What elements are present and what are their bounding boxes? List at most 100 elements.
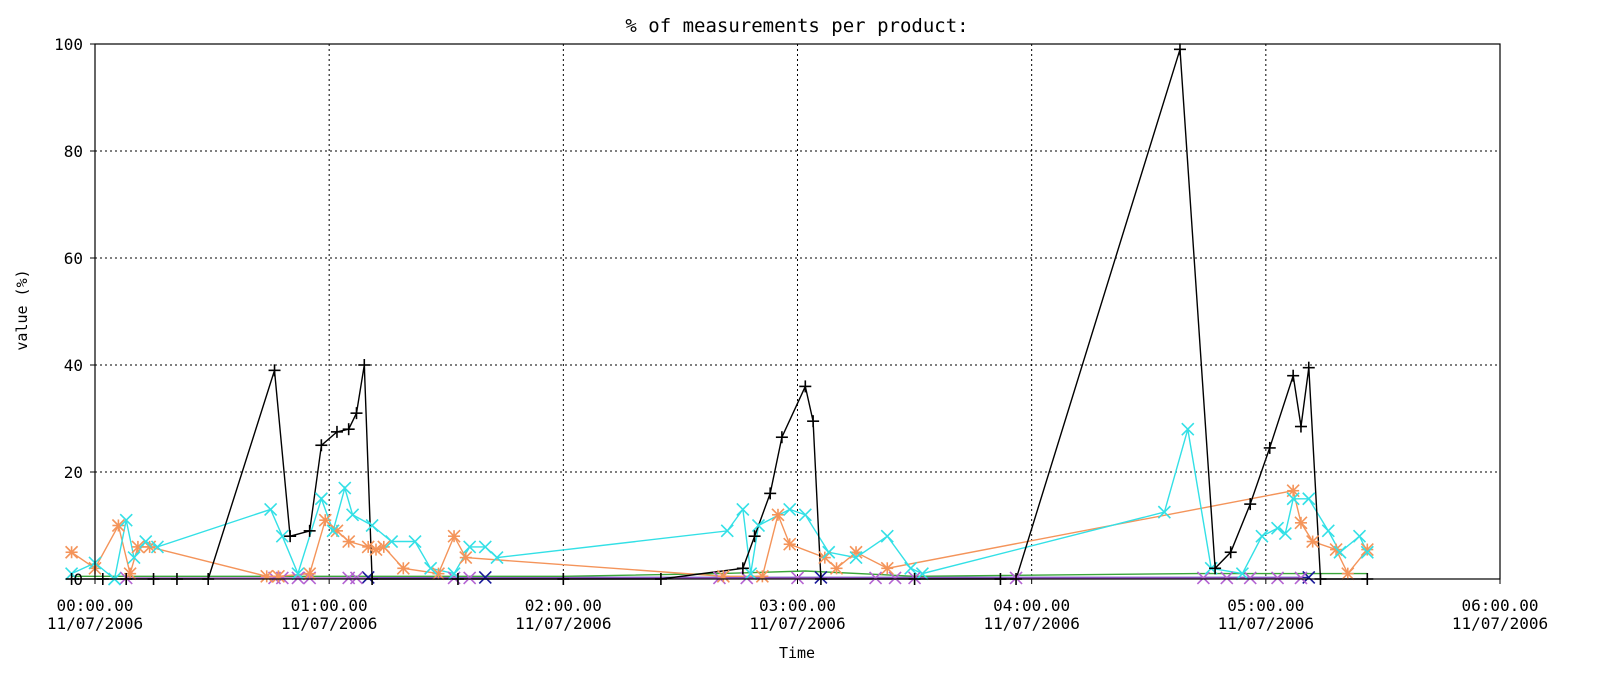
data-point <box>424 561 438 575</box>
data-point <box>275 529 289 543</box>
data-point <box>1341 567 1355 581</box>
data-point <box>736 502 750 517</box>
data-point <box>1270 521 1285 535</box>
data-point <box>131 540 145 554</box>
data-point <box>1287 369 1300 382</box>
y-tick-label: 60 <box>64 249 83 268</box>
x-tick-label-date: 11/07/2006 <box>47 614 143 633</box>
data-point <box>764 487 777 500</box>
data-point <box>65 545 79 559</box>
data-point <box>744 567 758 581</box>
data-point <box>314 492 328 506</box>
data-point <box>822 545 836 559</box>
data-point <box>447 529 461 543</box>
x-tick-label-time: 03:00.00 <box>759 596 836 615</box>
data-point <box>751 518 766 533</box>
data-point <box>1235 567 1249 581</box>
data-point <box>1243 571 1257 585</box>
data-point <box>1321 524 1335 538</box>
data-point <box>119 513 133 527</box>
data-point <box>271 569 285 583</box>
x-axis-label: Time <box>779 644 815 662</box>
data-point <box>478 570 492 584</box>
data-point <box>1286 492 1300 506</box>
data-point <box>342 423 355 436</box>
data-point <box>790 571 805 585</box>
data-point <box>1157 505 1171 519</box>
x-tick-label-time: 05:00.00 <box>1227 596 1304 615</box>
data-point <box>350 407 363 420</box>
gridlines <box>95 44 1500 579</box>
data-point <box>150 540 165 554</box>
data-point <box>799 380 812 393</box>
x-tick-label-time: 06:00.00 <box>1461 596 1538 615</box>
data-point <box>346 508 360 522</box>
data-point <box>904 561 918 575</box>
data-point <box>807 415 820 428</box>
data-point <box>1255 529 1269 543</box>
data-point <box>431 567 446 581</box>
data-point <box>1196 571 1210 585</box>
data-point <box>264 502 278 517</box>
y-tick-label: 20 <box>64 463 83 482</box>
data-point <box>720 524 734 538</box>
data-point <box>818 551 832 565</box>
data-point <box>291 567 305 581</box>
data-point <box>326 524 340 538</box>
data-point <box>849 551 863 565</box>
data-point <box>490 551 504 565</box>
x-tick-label-date: 11/07/2006 <box>1452 614 1548 633</box>
data-point <box>318 513 332 527</box>
data-point <box>408 534 422 549</box>
x-tick-label-date: 11/07/2006 <box>749 614 845 633</box>
data-point <box>385 534 399 549</box>
series-markers <box>65 43 1374 586</box>
data-point <box>829 561 844 575</box>
data-point <box>1278 526 1292 541</box>
chart-title: % of measurements per product: <box>625 15 968 37</box>
data-point <box>1224 546 1237 559</box>
data-point <box>1294 420 1307 433</box>
y-tick-label: 80 <box>64 142 83 161</box>
data-point <box>1302 492 1316 506</box>
data-point <box>880 561 894 575</box>
data-point <box>755 569 769 583</box>
data-point <box>365 518 379 533</box>
data-point <box>268 364 281 377</box>
data-point <box>338 481 352 495</box>
data-point <box>1181 422 1195 436</box>
y-axis-ticks: 0 20 40 60 80 100 <box>54 35 95 589</box>
data-point <box>315 439 328 452</box>
data-point <box>1244 498 1257 511</box>
data-point <box>868 571 883 585</box>
y-tick-label: 0 <box>73 570 83 589</box>
y-tick-label: 100 <box>54 35 83 54</box>
data-point <box>478 540 492 554</box>
data-point <box>775 431 788 444</box>
data-point <box>1352 529 1367 543</box>
data-point <box>127 551 141 565</box>
data-point <box>139 534 153 549</box>
data-point <box>303 524 316 537</box>
x-axis-ticks: 00:00.0011/07/200601:00.0011/07/200602:0… <box>47 579 1548 633</box>
data-point <box>377 540 391 554</box>
series-lines <box>71 49 1368 581</box>
x-tick-label-time: 02:00.00 <box>525 596 602 615</box>
x-tick-label-time: 01:00.00 <box>291 596 368 615</box>
series-line-0 <box>71 49 1368 580</box>
data-point <box>880 529 894 543</box>
data-point <box>463 571 477 585</box>
data-point <box>349 571 364 585</box>
data-point <box>260 569 274 583</box>
data-point <box>736 562 749 575</box>
y-tick-label: 40 <box>64 356 83 375</box>
x-tick-label-date: 11/07/2006 <box>281 614 377 633</box>
data-point <box>1306 534 1320 549</box>
data-point <box>342 534 356 549</box>
data-point <box>303 567 317 581</box>
data-point <box>888 571 902 585</box>
data-point <box>369 543 383 557</box>
data-point <box>1294 516 1308 530</box>
